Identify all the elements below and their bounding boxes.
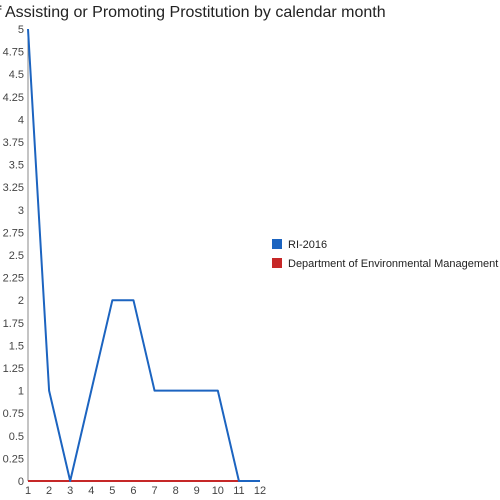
x-tick-label: 2 (46, 485, 52, 497)
x-tick-label: 7 (151, 485, 157, 497)
y-tick-label: 1.75 (3, 318, 24, 330)
y-tick-label: 2 (18, 295, 24, 307)
legend-swatch (272, 239, 282, 249)
y-tick-label: 0.75 (3, 408, 24, 420)
x-tick-label: 3 (67, 485, 73, 497)
chart-title: f Assisting or Promoting Prostitution by… (0, 4, 386, 21)
x-tick-label: 10 (212, 485, 224, 497)
y-tick-label: 0.5 (9, 431, 24, 443)
y-tick-label: 1.25 (3, 363, 24, 375)
x-tick-label: 5 (109, 485, 115, 497)
series-lines (27, 28, 260, 482)
x-tick-label: 4 (88, 485, 94, 497)
axes: 0 0.25 0.5 0.75 1 1.25 1.5 1.75 2 2.25 2.5 2.75 3 3.2… (3, 24, 267, 497)
y-tick-label: 0 (18, 476, 24, 488)
x-tick-label: 1 (25, 485, 31, 497)
x-tick-label: 6 (130, 485, 136, 497)
x-tick-label: 8 (173, 485, 179, 497)
y-tick-label: 4 (18, 114, 24, 126)
legend: RI-2016 Department of Environmental Manag… (272, 239, 498, 270)
legend-label: Department of Environmental Management (288, 258, 498, 270)
legend-label: RI-2016 (288, 239, 327, 251)
y-tick-label: 3.5 (9, 160, 24, 172)
series-line (27, 28, 260, 482)
x-tick-label: 11 (233, 485, 244, 497)
y-tick-label: 4.25 (3, 92, 24, 104)
y-tick-label: 5 (18, 24, 24, 36)
y-tick-label: 2.25 (3, 273, 24, 285)
y-tick-label: 1.5 (9, 340, 24, 352)
x-tick-label: 9 (194, 485, 200, 497)
y-tick-label: 4.5 (9, 69, 24, 81)
y-tick-label: 1 (18, 386, 24, 398)
y-tick-label: 3 (18, 205, 24, 217)
y-tick-label: 3.75 (3, 137, 24, 149)
y-tick-label: 3.25 (3, 182, 24, 194)
y-tick-label: 2.5 (9, 250, 24, 262)
x-tick-label: 12 (254, 485, 266, 497)
y-tick-label: 4.75 (3, 47, 24, 59)
legend-swatch (272, 258, 282, 268)
y-tick-label: 0.25 (3, 453, 24, 465)
y-tick-label: 2.75 (3, 227, 24, 239)
